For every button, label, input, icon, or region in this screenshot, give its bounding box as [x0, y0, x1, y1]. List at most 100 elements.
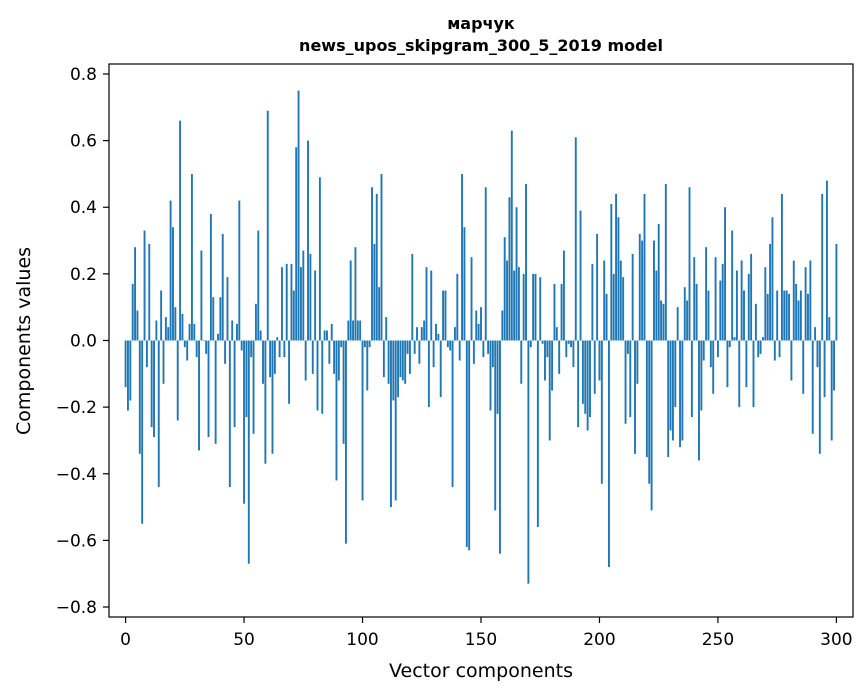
bar-15 [160, 290, 163, 341]
bar-174 [536, 340, 539, 528]
bar-149 [477, 323, 480, 341]
bar-159 [501, 310, 504, 341]
bar-52 [247, 340, 250, 564]
y-tick-label: −0.2 [56, 398, 97, 418]
bar-72 [295, 147, 298, 341]
bar-172 [532, 273, 535, 341]
bar-124 [418, 340, 421, 364]
bar-168 [522, 273, 525, 341]
bar-193 [581, 340, 584, 404]
bar-300 [835, 243, 838, 341]
bar-163 [510, 130, 513, 341]
bar-61 [269, 340, 272, 378]
bar-175 [539, 277, 542, 341]
bar-63 [273, 340, 276, 374]
bar-171 [529, 340, 532, 348]
y-tick-label: −0.4 [56, 465, 97, 485]
bar-166 [517, 267, 520, 341]
bar-288 [807, 293, 809, 341]
bar-209 [619, 260, 622, 341]
bar-5 [136, 310, 139, 341]
bar-17 [164, 317, 167, 341]
bar-177 [544, 340, 546, 381]
bar-111 [387, 340, 390, 384]
bar-11 [150, 340, 153, 428]
bar-299 [833, 340, 835, 391]
bar-121 [411, 253, 414, 341]
bar-263 [747, 273, 750, 341]
bar-151 [482, 340, 485, 358]
bar-107 [378, 287, 381, 341]
bar-233 [676, 307, 679, 341]
bar-258 [735, 270, 738, 341]
bar-110 [385, 317, 388, 341]
y-tick-label: 0.8 [70, 65, 97, 85]
bar-77 [307, 140, 309, 341]
y-axis-label: Components values [13, 247, 35, 435]
bar-10 [148, 243, 151, 341]
bar-198 [593, 340, 596, 394]
bar-135 [444, 290, 447, 341]
bar-181 [553, 283, 556, 341]
bar-148 [475, 310, 478, 341]
bar-105 [373, 243, 376, 341]
bar-245 [705, 247, 708, 341]
bar-241 [695, 283, 698, 341]
bar-25 [183, 340, 186, 348]
bar-129 [430, 270, 433, 341]
bar-236 [683, 287, 686, 341]
bar-71 [292, 290, 295, 341]
bar-48 [238, 200, 241, 341]
bar-0 [124, 340, 127, 388]
bar-7 [141, 340, 144, 524]
bar-81 [316, 340, 319, 411]
bar-183 [558, 340, 561, 374]
bar-207 [615, 193, 618, 341]
x-axis-ticks: 0 50 100 150 200 250 300 [120, 617, 853, 650]
bar-285 [799, 290, 802, 341]
bar-251 [719, 280, 722, 341]
bar-205 [610, 203, 613, 341]
bar-164 [513, 270, 516, 341]
x-tick-label: 150 [465, 630, 497, 650]
bar-187 [567, 340, 570, 344]
x-axis-label: Vector components [389, 660, 573, 682]
bar-158 [499, 340, 501, 554]
x-tick-label: 50 [233, 630, 255, 650]
bar-194 [584, 340, 587, 414]
bar-178 [546, 340, 549, 358]
bar-160 [503, 237, 506, 341]
bar-170 [527, 340, 530, 584]
bar-244 [702, 340, 705, 361]
bar-140 [456, 273, 459, 341]
bar-60 [266, 110, 269, 341]
bar-67 [283, 340, 286, 358]
bar-227 [662, 303, 665, 341]
bar-250 [716, 340, 719, 358]
bar-22 [176, 340, 179, 421]
y-tick-label: −0.8 [56, 598, 97, 618]
bar-202 [603, 260, 606, 341]
bar-43 [226, 277, 229, 341]
bar-126 [423, 320, 426, 341]
bar-56 [257, 230, 260, 341]
bar-284 [797, 300, 800, 341]
bar-38 [214, 340, 217, 444]
bar-116 [399, 340, 402, 378]
bar-106 [375, 193, 378, 341]
bar-112 [390, 340, 392, 508]
bar-133 [439, 340, 442, 398]
x-tick-label: 100 [346, 630, 378, 650]
bar-296 [825, 180, 828, 341]
bar-282 [792, 260, 795, 341]
x-tick-label: 0 [120, 630, 131, 650]
x-tick-label: 300 [820, 630, 852, 650]
bar-53 [250, 340, 253, 358]
bar-57 [259, 330, 262, 341]
bar-127 [425, 267, 428, 341]
bar-117 [401, 340, 404, 381]
bar-270 [764, 267, 767, 341]
bar-298 [830, 340, 833, 441]
bar-222 [650, 340, 653, 511]
bar-200 [598, 340, 601, 381]
